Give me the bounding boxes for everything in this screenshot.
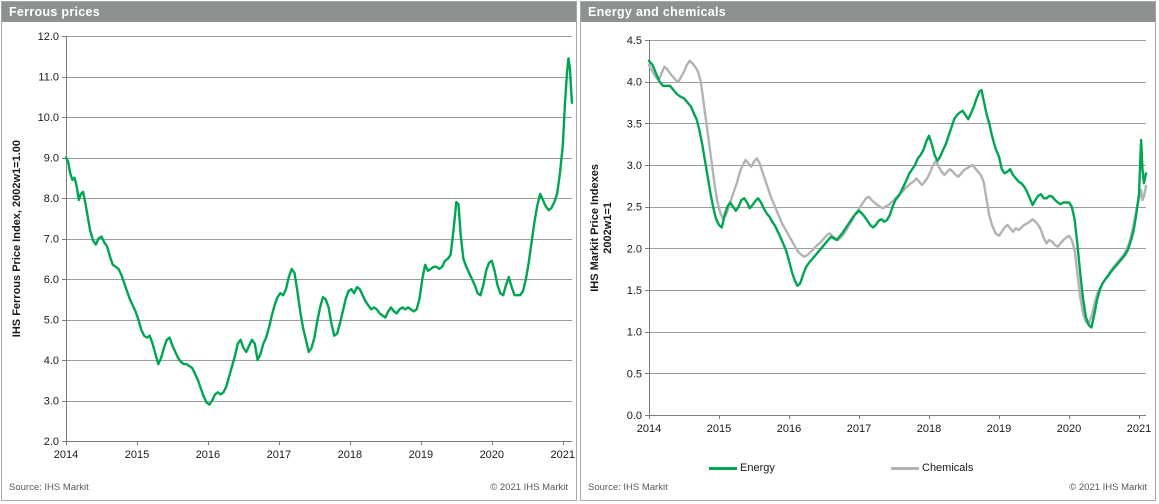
svg-text:2.0: 2.0 bbox=[627, 243, 642, 255]
ferrous-prices-panel: Ferrous prices IHS Ferrous Price Index, … bbox=[1, 1, 577, 501]
svg-text:10.0: 10.0 bbox=[38, 112, 59, 124]
source-text: Source: IHS Markit bbox=[588, 482, 668, 493]
chemicals-line-swatch bbox=[891, 466, 919, 470]
svg-text:9.0: 9.0 bbox=[44, 153, 59, 165]
legend-item-chemicals: Chemicals bbox=[891, 460, 973, 476]
ferrous-panel-title: Ferrous prices bbox=[9, 5, 101, 19]
ferrous-panel-body: IHS Ferrous Price Index, 2002w1=1.00 2.0… bbox=[2, 22, 576, 500]
svg-text:6.0: 6.0 bbox=[44, 274, 59, 286]
svg-text:2017: 2017 bbox=[267, 449, 291, 461]
energy-panel-body: IHS Markit Price Indexes 2002w1=1 0.0 0.5… bbox=[581, 22, 1155, 500]
chart-legend: Energy Chemicals bbox=[581, 460, 1155, 476]
copyright-text: © 2021 IHS Markit bbox=[490, 482, 568, 493]
source-text: Source: IHS Markit bbox=[9, 482, 89, 493]
legend-label-chemicals: Chemicals bbox=[922, 462, 974, 474]
svg-text:7.0: 7.0 bbox=[44, 234, 59, 246]
svg-text:4.0: 4.0 bbox=[627, 77, 642, 89]
energy-line-swatch bbox=[709, 466, 737, 470]
svg-text:3.0: 3.0 bbox=[627, 160, 642, 172]
svg-text:2016: 2016 bbox=[196, 449, 220, 461]
svg-text:2018: 2018 bbox=[917, 423, 941, 435]
energy-chemicals-line-chart: 0.0 0.5 1.0 1.5 2.0 2.5 3.0 3.5 4.0 4.5 2014 2015 20… bbox=[627, 35, 1152, 435]
copyright-text: © 2021 IHS Markit bbox=[1069, 482, 1147, 493]
svg-text:2021: 2021 bbox=[1127, 423, 1151, 435]
ferrous-y-axis-title: IHS Ferrous Price Index, 2002w1=1.00 bbox=[10, 139, 23, 338]
svg-text:0.5: 0.5 bbox=[627, 368, 642, 380]
svg-text:1.5: 1.5 bbox=[627, 285, 642, 297]
svg-text:11.0: 11.0 bbox=[38, 72, 59, 84]
svg-text:12.0: 12.0 bbox=[38, 31, 59, 43]
svg-text:2021: 2021 bbox=[551, 449, 575, 461]
energy-chemicals-panel: Energy and chemicals IHS Markit Price In… bbox=[580, 1, 1156, 501]
svg-text:2.0: 2.0 bbox=[44, 436, 59, 448]
svg-text:3.5: 3.5 bbox=[627, 118, 642, 130]
svg-text:2020: 2020 bbox=[480, 449, 504, 461]
svg-text:2017: 2017 bbox=[847, 423, 871, 435]
svg-text:8.0: 8.0 bbox=[44, 193, 59, 205]
energy-panel-header: Energy and chemicals bbox=[581, 2, 1155, 22]
ferrous-panel-header: Ferrous prices bbox=[2, 2, 576, 22]
svg-text:2014: 2014 bbox=[637, 423, 661, 435]
svg-text:2020: 2020 bbox=[1057, 423, 1081, 435]
svg-text:0.0: 0.0 bbox=[627, 410, 642, 422]
svg-text:2019: 2019 bbox=[987, 423, 1011, 435]
svg-text:2018: 2018 bbox=[338, 449, 362, 461]
svg-text:2019: 2019 bbox=[409, 449, 433, 461]
legend-label-energy: Energy bbox=[740, 462, 775, 474]
energy-y-axis-title: IHS Markit Price Indexes 2002w1=1 bbox=[589, 163, 614, 292]
legend-item-energy: Energy bbox=[709, 460, 775, 476]
energy-panel-title: Energy and chemicals bbox=[588, 5, 727, 19]
svg-text:5.0: 5.0 bbox=[44, 315, 59, 327]
svg-text:1.0: 1.0 bbox=[627, 327, 642, 339]
svg-text:2.5: 2.5 bbox=[627, 202, 642, 214]
svg-text:3.0: 3.0 bbox=[44, 396, 59, 408]
svg-text:4.5: 4.5 bbox=[627, 35, 642, 47]
ferrous-price-line-chart: 2.0 3.0 4.0 5.0 6.0 7.0 8.0 9.0 10.0 11.0 12.0 2014… bbox=[38, 31, 575, 461]
svg-text:2016: 2016 bbox=[777, 423, 801, 435]
svg-text:2015: 2015 bbox=[707, 423, 731, 435]
svg-text:4.0: 4.0 bbox=[44, 355, 59, 367]
svg-text:2015: 2015 bbox=[125, 449, 149, 461]
svg-text:2014: 2014 bbox=[54, 449, 78, 461]
